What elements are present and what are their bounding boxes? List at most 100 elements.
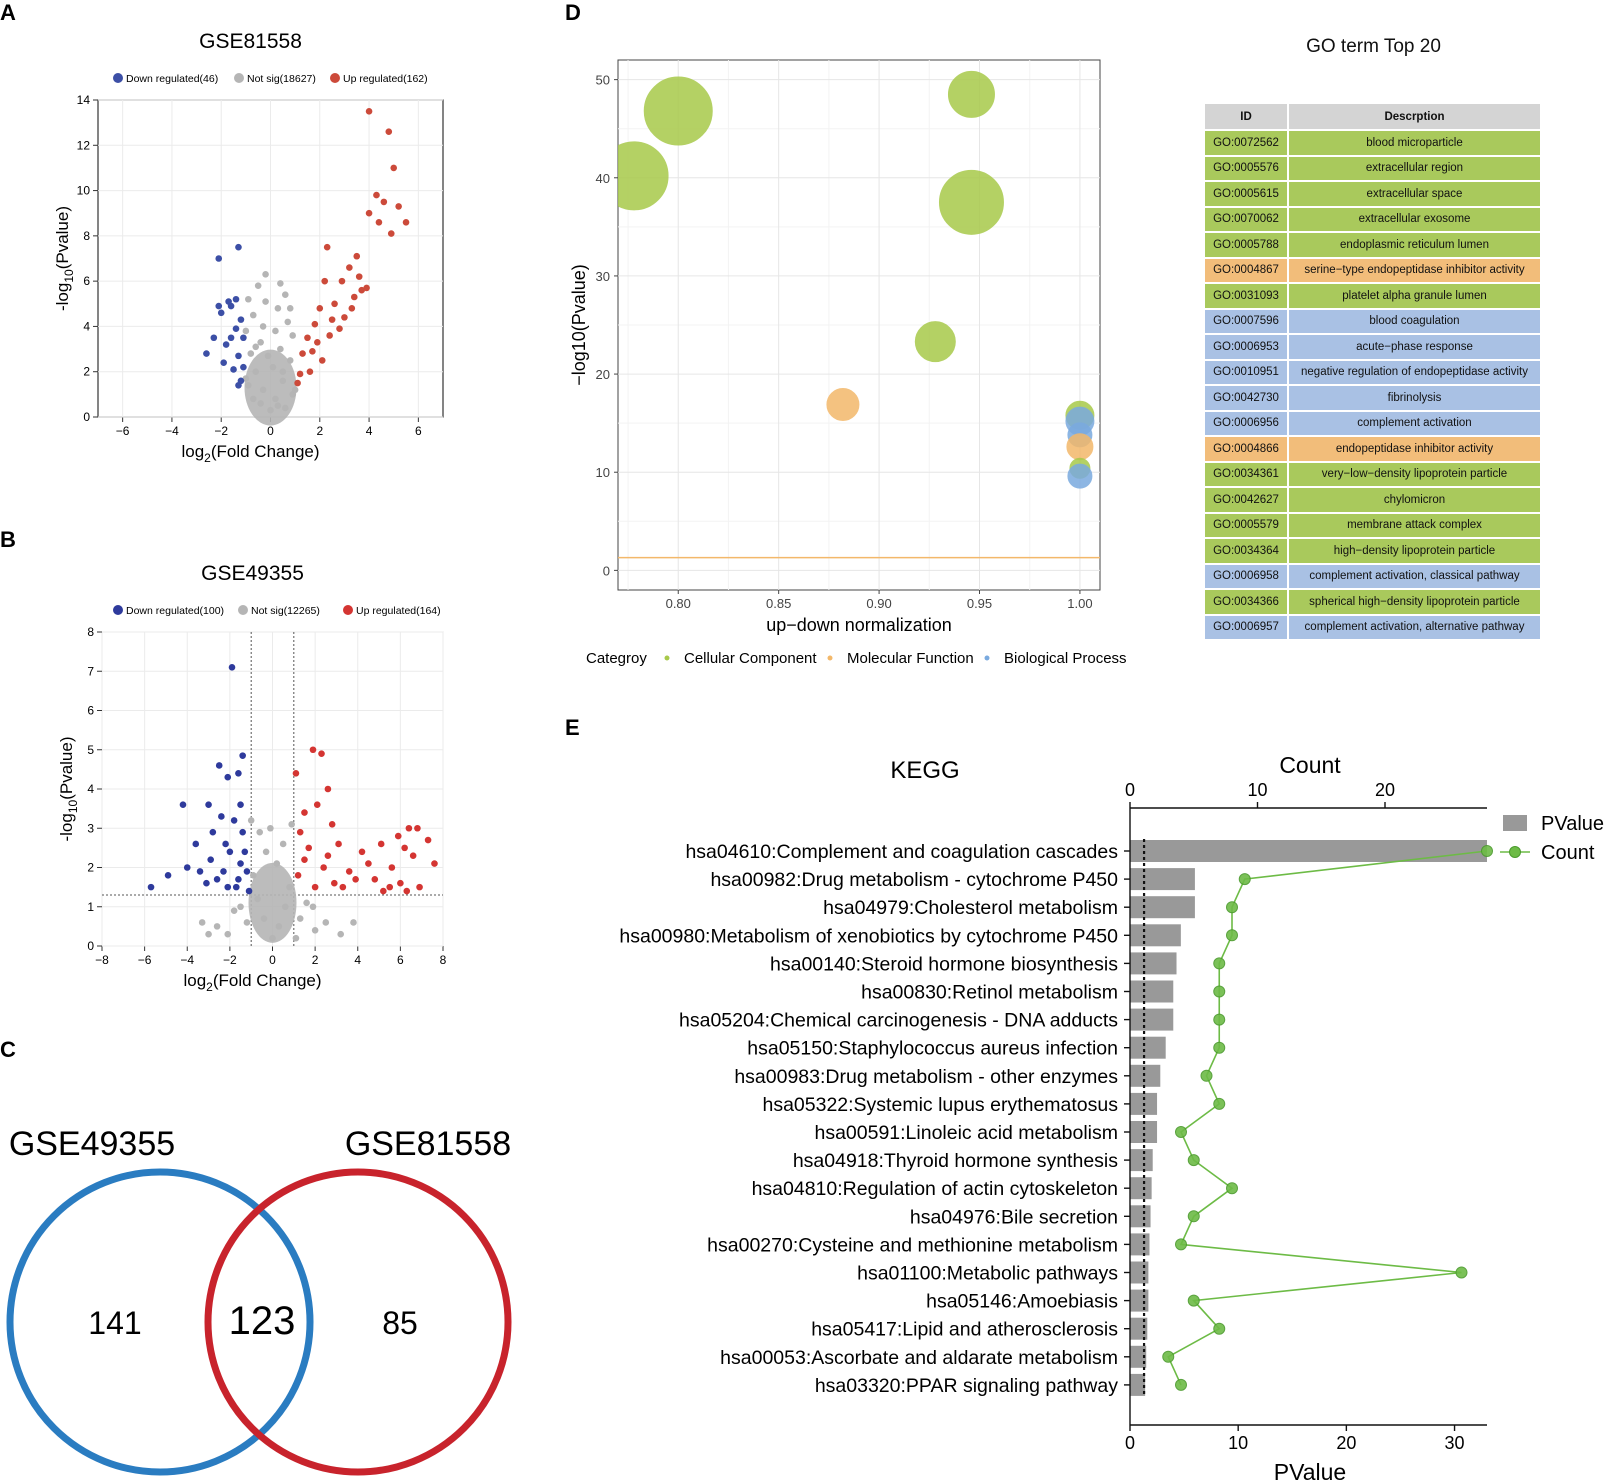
pvalue-bar	[1130, 1205, 1151, 1228]
legend-label: Biological Process	[1004, 650, 1127, 667]
count-point	[1226, 901, 1238, 914]
up-point	[309, 348, 316, 355]
up-point	[318, 750, 325, 757]
up-point	[365, 860, 372, 867]
up-point	[328, 821, 336, 828]
not-sig-point	[245, 295, 252, 303]
up-point	[371, 875, 379, 883]
not-sig-point	[267, 406, 274, 414]
go-term-description: negative regulation of endopeptidase act…	[1289, 360, 1542, 384]
up-point	[358, 848, 366, 856]
go-table-row: GO:0004866 endopeptidase inhibitor activi…	[1205, 437, 1542, 461]
down-point	[235, 243, 242, 251]
y-tick-label: 0	[83, 410, 90, 424]
venn-diagram: GSE49355 GSE81558 141 123 85	[6, 1125, 512, 1476]
pvalue-bar	[1130, 1036, 1166, 1059]
up-point	[324, 852, 332, 860]
down-point	[179, 801, 187, 808]
go-table-row: GO:0006958 complement activation, classic…	[1205, 564, 1542, 588]
not-sig-point	[284, 318, 292, 326]
go-term-description: extracellular space	[1289, 182, 1542, 206]
bubble-layer	[618, 70, 1095, 489]
category-label: hsa05150:Staphylococcus aureus infection	[747, 1038, 1118, 1060]
go-term-description: chylomicron	[1289, 488, 1542, 512]
not-sig-point	[247, 817, 255, 824]
go-term-description: complement activation, alternative pathw…	[1289, 615, 1542, 639]
up-point	[386, 883, 394, 891]
pvalue-bar	[1130, 1121, 1158, 1143]
not-sig-point	[286, 305, 294, 312]
x-axis-label: log2(Fold Change)	[183, 971, 321, 994]
x-axis-label-part: log	[183, 971, 206, 990]
go-term-id: GO:0042627	[1205, 488, 1289, 512]
go-term-description: extracellular region	[1289, 156, 1542, 180]
x-tick-label: 0	[267, 424, 274, 438]
pvalue-bar	[1130, 1177, 1152, 1200]
y-tick-label: 20	[596, 367, 610, 382]
y-tick-label: 6	[87, 704, 94, 718]
down-point	[237, 316, 245, 323]
pvalue-bar	[1130, 1233, 1150, 1256]
not-sig-point	[247, 350, 255, 357]
go-table-row: GO:0034364 high−density lipoprotein parti…	[1205, 539, 1542, 563]
count-point	[1213, 1322, 1226, 1335]
category-label: hsa05417:Lipid and atherosclerosis	[811, 1319, 1118, 1341]
volcano-b-plot: −8 −6 −4 −2 0 2 4 6 8 0 1 2 3 4 5 6 7 8 GSE49355 Down regul…	[57, 562, 447, 994]
not-sig-point	[267, 824, 274, 832]
x-axis-label-part: (Fold Change)	[211, 442, 320, 461]
not-sig-point	[303, 899, 310, 907]
go-term-description: blood coagulation	[1289, 309, 1542, 333]
bottom-tick-label: 10	[1228, 1433, 1248, 1453]
up-point	[375, 218, 383, 226]
go-bubble	[938, 169, 1004, 235]
down-point	[227, 334, 235, 342]
down-point	[222, 341, 230, 348]
up-point	[348, 305, 356, 312]
pvalue-bar	[1130, 1289, 1149, 1312]
up-point	[296, 370, 304, 378]
x-tick-label: 4	[354, 953, 361, 967]
up-point	[324, 785, 332, 793]
count-point	[1213, 957, 1226, 970]
go-table-row: GO:0031093 platelet alpha granule lumen	[1205, 284, 1542, 308]
legend-title: Categroy	[586, 650, 647, 667]
legend-label: Up regulated(162)	[343, 73, 428, 85]
up-point	[394, 832, 402, 840]
x-axis-label: up−down normalization	[766, 615, 952, 635]
up-point	[304, 334, 311, 342]
down-point	[215, 302, 223, 310]
up-point	[309, 746, 317, 754]
go-term-id: GO:0005579	[1205, 513, 1289, 537]
not-sig-point	[311, 927, 319, 934]
go-bubble	[826, 388, 860, 421]
down-point	[220, 868, 227, 875]
go-term-id: GO:0006957	[1205, 615, 1289, 639]
up-point	[306, 368, 314, 376]
go-table-row: GO:0007596 blood coagulation	[1205, 309, 1542, 333]
panel-label-c: C	[0, 1037, 16, 1062]
up-point	[313, 801, 321, 808]
go-term-description: extracellular exosome	[1289, 207, 1542, 231]
not-sig-point	[275, 923, 283, 930]
x-tick-label: 2	[316, 424, 323, 438]
pvalue-bar	[1130, 1261, 1149, 1284]
count-point	[1162, 1350, 1175, 1363]
top-axis-label: Count	[1279, 752, 1341, 778]
y-tick-label: 14	[77, 93, 91, 107]
legend-marker	[113, 73, 123, 83]
down-point	[235, 875, 242, 883]
venn-overlap-count: 123	[229, 1299, 296, 1343]
count-point	[1213, 985, 1226, 998]
go-term-description: endopeptidase inhibitor activity	[1289, 437, 1542, 461]
x-axis-label-sub: 2	[206, 980, 213, 994]
go-table-row: GO:0006956 complement activation	[1205, 411, 1542, 435]
category-label: hsa00270:Cysteine and methionine metabol…	[707, 1234, 1118, 1256]
up-point	[341, 314, 348, 321]
go-table-title: GO term Top 20	[1306, 36, 1441, 57]
y-tick-label: 8	[87, 625, 94, 639]
legend-bar-marker	[1503, 815, 1527, 831]
go-term-id: GO:0070062	[1205, 207, 1289, 231]
legend-label: Down regulated(46)	[126, 73, 218, 85]
y-tick-label: 0	[87, 939, 94, 953]
down-point	[207, 856, 214, 863]
